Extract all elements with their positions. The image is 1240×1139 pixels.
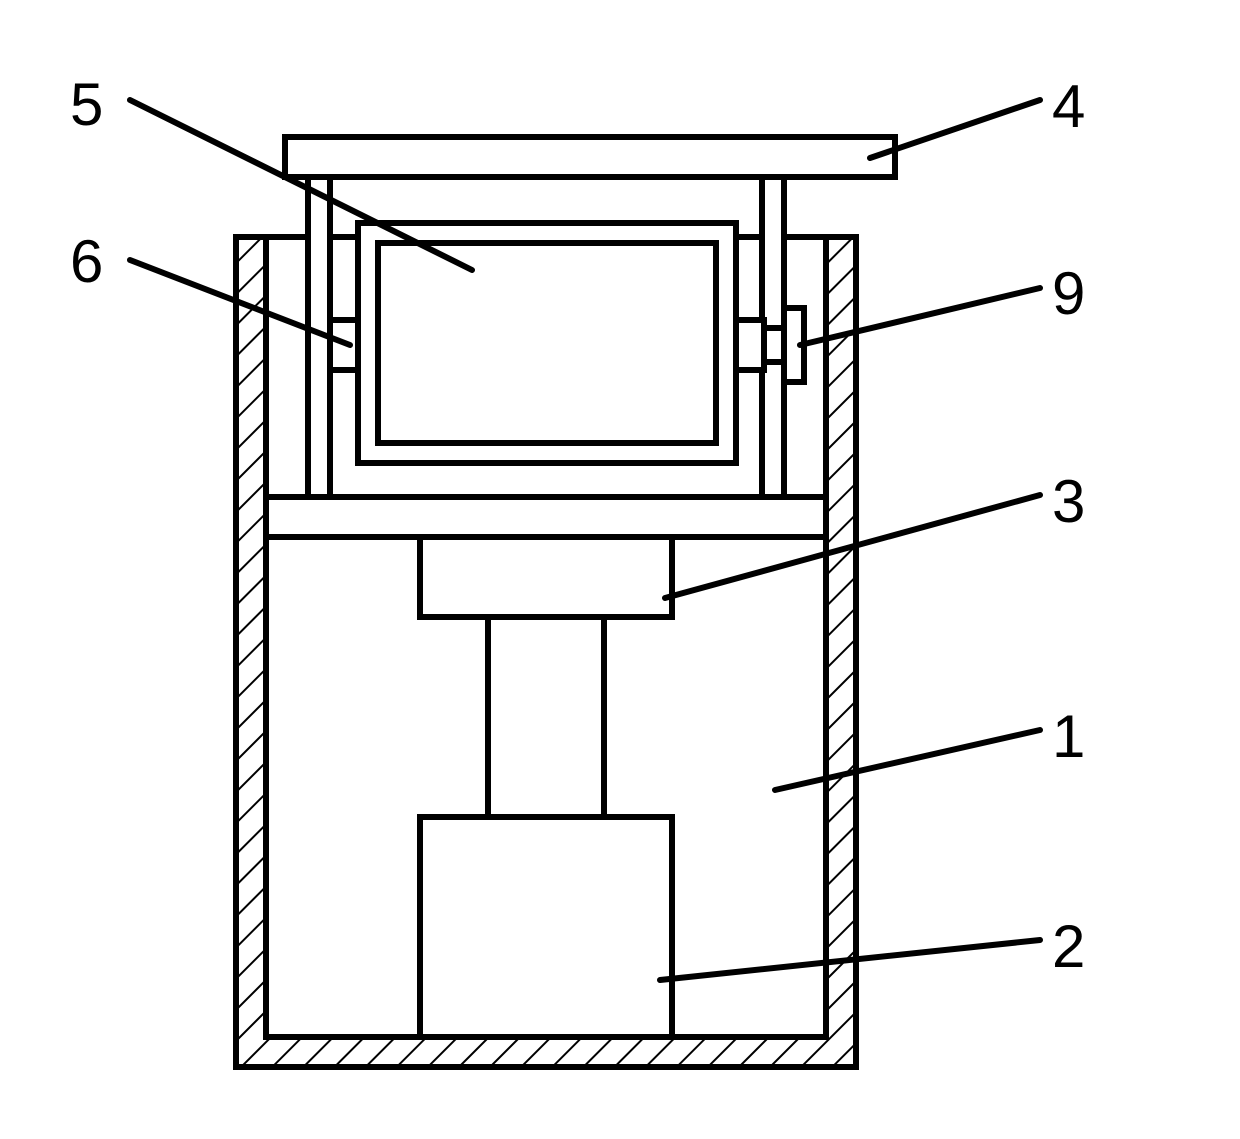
callout-label-4: 4 [1052,72,1085,141]
diagram-canvas: 5 6 4 9 3 1 2 [0,0,1240,1139]
callout-label-9: 9 [1052,259,1085,328]
callout-label-3: 3 [1052,467,1085,536]
callout-label-5: 5 [70,70,103,139]
callout-label-1: 1 [1052,702,1085,771]
callout-label-2: 2 [1052,912,1085,981]
callout-label-6: 6 [70,227,103,296]
